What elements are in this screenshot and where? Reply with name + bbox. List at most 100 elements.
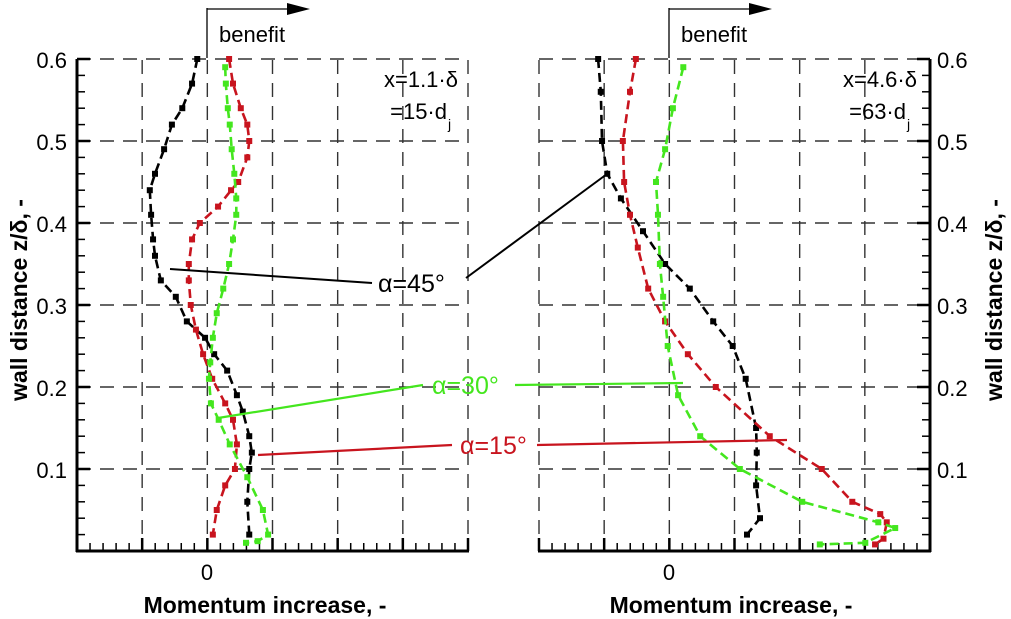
- data-marker: [185, 277, 192, 284]
- data-marker: [192, 326, 199, 333]
- data-marker: [619, 138, 626, 144]
- data-marker: [244, 121, 251, 128]
- x-tick-zero-right: 0: [663, 560, 675, 585]
- data-marker: [627, 88, 633, 95]
- data-marker: [215, 203, 222, 210]
- curves: [146, 56, 899, 548]
- y-tick-left: 0.2: [36, 376, 67, 401]
- data-marker: [246, 466, 253, 472]
- right-grid: [538, 58, 931, 551]
- leader-alpha30-right: [514, 381, 684, 387]
- leader-alpha30-left: [217, 383, 424, 420]
- data-marker: [875, 519, 882, 526]
- data-marker: [799, 498, 806, 505]
- data-marker: [209, 531, 216, 538]
- data-marker: [222, 80, 229, 87]
- data-marker: [669, 105, 676, 112]
- data-marker: [246, 531, 253, 538]
- data-marker: [235, 179, 242, 185]
- data-marker: [222, 400, 229, 407]
- data-marker: [211, 351, 218, 358]
- arrowhead-icon: [287, 3, 310, 15]
- left-position-annotation: x=1.1·δ =15·d j: [384, 67, 458, 132]
- data-marker: [686, 285, 693, 292]
- data-marker: [224, 105, 231, 112]
- y-tick-right: 0.1: [937, 458, 968, 483]
- data-marker: [710, 318, 717, 325]
- data-marker: [226, 121, 233, 128]
- data-marker: [148, 211, 155, 218]
- data-marker: [246, 433, 253, 440]
- data-marker: [849, 498, 856, 505]
- curve-α=45°: [596, 58, 762, 536]
- data-marker: [254, 538, 261, 545]
- data-marker: [883, 519, 890, 526]
- data-marker: [757, 515, 763, 522]
- leader-alpha15-left: [257, 443, 453, 457]
- data-marker: [189, 236, 196, 243]
- benefit-label: benefit: [219, 22, 285, 47]
- right-position-annotation: x=4.6·δ =63·d j: [843, 67, 917, 132]
- arrowhead-icon: [749, 3, 772, 15]
- data-marker: [604, 170, 611, 177]
- data-marker: [766, 433, 773, 440]
- data-marker: [660, 293, 667, 300]
- data-marker: [597, 88, 604, 95]
- data-marker: [599, 138, 606, 144]
- data-marker: [189, 80, 196, 87]
- data-marker: [220, 285, 227, 292]
- data-marker: [205, 375, 212, 382]
- data-marker: [228, 146, 235, 153]
- data-marker: [892, 525, 899, 532]
- annot-line1: x=1.1·δ: [384, 67, 458, 92]
- data-marker: [172, 293, 179, 300]
- data-marker: [744, 531, 750, 538]
- data-marker: [233, 211, 240, 218]
- data-marker: [152, 252, 158, 259]
- annot-subscript: j: [447, 116, 451, 132]
- data-marker: [194, 56, 201, 62]
- data-marker: [662, 261, 669, 267]
- leader-alpha45-right: [465, 173, 608, 279]
- y-tick-right: 0.3: [937, 294, 968, 319]
- y-tick-right: 0.4: [937, 212, 968, 237]
- data-marker: [736, 466, 743, 472]
- alpha15-label: α=15°: [460, 432, 527, 460]
- data-marker: [816, 541, 823, 548]
- axes: [75, 57, 932, 553]
- data-marker: [877, 511, 884, 518]
- data-marker: [248, 449, 255, 456]
- data-marker: [226, 261, 233, 267]
- data-marker: [233, 195, 240, 202]
- data-marker: [226, 56, 233, 62]
- data-marker: [168, 121, 175, 128]
- data-marker: [634, 244, 641, 251]
- curve-α=30°: [654, 66, 899, 546]
- data-marker: [222, 64, 229, 71]
- annot-line1: x=4.6·δ: [843, 67, 917, 92]
- benefit-label: benefit: [681, 22, 747, 47]
- data-marker: [233, 392, 240, 399]
- data-marker: [645, 285, 652, 292]
- data-marker: [684, 351, 691, 358]
- data-marker: [226, 441, 233, 448]
- annot-line2: =63·d: [849, 99, 906, 124]
- data-marker: [230, 80, 236, 87]
- y-tick-right: 0.2: [937, 376, 968, 401]
- data-marker: [243, 539, 249, 546]
- y-tick-left: 0.6: [36, 48, 67, 73]
- y-axis-title-left: wall distance z/δ, -: [6, 199, 32, 402]
- data-marker: [265, 531, 272, 538]
- data-marker: [207, 359, 214, 366]
- x-axis-title-right: Momentum increase, -: [610, 592, 853, 618]
- y-axis-title-right: wall distance z/δ, -: [981, 199, 1007, 402]
- data-marker: [213, 310, 220, 317]
- data-marker: [215, 416, 222, 423]
- data-marker: [753, 425, 760, 431]
- data-marker: [259, 507, 266, 513]
- data-marker: [244, 498, 251, 505]
- benefit-arrow-right: benefit: [668, 3, 772, 58]
- data-marker: [196, 220, 203, 226]
- y-tick-left: 0.4: [36, 212, 67, 237]
- data-marker: [729, 343, 736, 349]
